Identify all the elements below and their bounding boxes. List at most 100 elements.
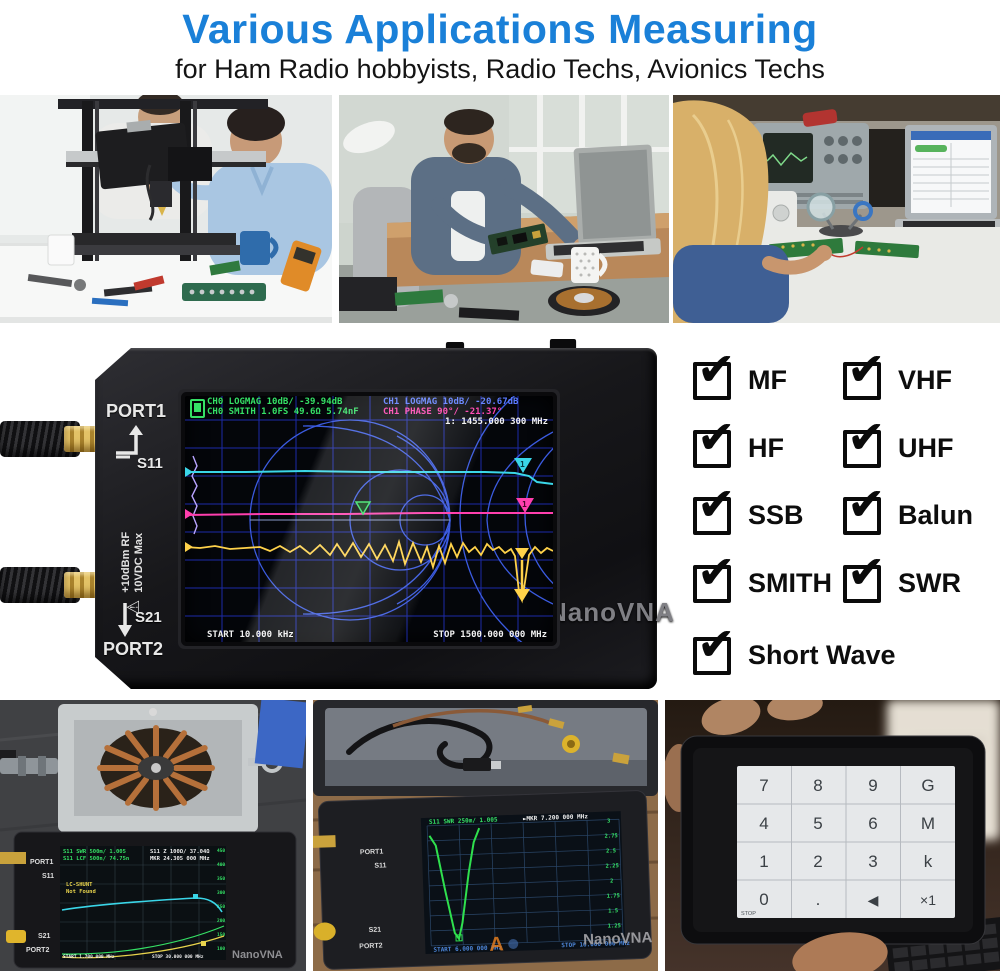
clipboard bbox=[95, 120, 191, 190]
checkbox-icon: ✔ bbox=[843, 414, 886, 468]
toroid-balun bbox=[97, 725, 215, 811]
finger bbox=[767, 700, 823, 721]
check-icon: ✔ bbox=[697, 477, 736, 531]
check-icon: ✔ bbox=[697, 342, 736, 396]
s11-direction-icon bbox=[116, 425, 143, 459]
marker-readout: ►MKR 7.200 000 MHz bbox=[523, 813, 589, 822]
check-icon: ✔ bbox=[697, 545, 736, 599]
printer-lab-illustration bbox=[0, 95, 332, 323]
feature-balun: ✔ Balun bbox=[843, 481, 973, 535]
vna-plot: 1 1 bbox=[185, 396, 553, 642]
svg-text:1.75: 1.75 bbox=[607, 893, 620, 899]
feature-ssb: ✔ SSB bbox=[693, 481, 804, 535]
svg-text:1: 1 bbox=[520, 460, 525, 469]
svg-text:200: 200 bbox=[217, 918, 225, 924]
laptop-software bbox=[895, 125, 1000, 234]
port2-label: PORT2 bbox=[103, 639, 164, 659]
desk-clutter bbox=[0, 231, 332, 323]
orange-watermark: A bbox=[489, 933, 504, 955]
yellow-cap bbox=[313, 922, 336, 941]
s21-label: S21 bbox=[369, 927, 382, 934]
ch0-smith-readout: CH0 SMITH 1.0FS 49.6Ω 5.74nF bbox=[207, 407, 359, 417]
port2-label: PORT2 bbox=[359, 943, 383, 951]
svg-text:250: 250 bbox=[217, 904, 225, 910]
feature-label: SSB bbox=[748, 500, 804, 530]
key-M: M bbox=[921, 814, 935, 833]
key-2: 2 bbox=[813, 852, 822, 871]
key-0: 0 bbox=[759, 890, 768, 909]
note-line2: Not Found bbox=[66, 889, 96, 895]
key-3: 3 bbox=[868, 852, 877, 871]
key-7: 7 bbox=[759, 776, 768, 795]
keypad-screen: 7 8 9 G 4 5 6 M 1 2 3 k 0 . ◀ bbox=[737, 766, 955, 918]
dotted-mug bbox=[571, 247, 608, 283]
feature-vhf: ✔ VHF bbox=[843, 346, 952, 400]
blue-block bbox=[254, 700, 306, 769]
power-switch bbox=[446, 342, 464, 351]
carry-case bbox=[313, 700, 658, 796]
vna-screen: S11 SWR 500m/ 1.005 S11 Z 100Ω/ 37.04Ω S… bbox=[60, 846, 226, 960]
marker-readout: MKR 24.305 000 MHz bbox=[150, 856, 210, 862]
impedance-trace bbox=[61, 897, 223, 913]
adapter-chain bbox=[0, 750, 58, 776]
desk-lamp bbox=[343, 120, 395, 154]
feature-smith: ✔ SMITH bbox=[693, 549, 832, 603]
check-icon: ✔ bbox=[847, 342, 886, 396]
marker-1-phase-icon: 1 bbox=[516, 498, 534, 513]
photo-keypad-hand: 7 8 9 G 4 5 6 M 1 2 3 k 0 . ◀ bbox=[665, 700, 1000, 971]
ch0-logmag-trace bbox=[185, 538, 553, 604]
port2-label: PORT2 bbox=[26, 947, 49, 954]
oscilloscope bbox=[753, 123, 869, 209]
feature-short-wave: ✔ Short Wave bbox=[693, 621, 896, 675]
svg-text:2.75: 2.75 bbox=[604, 833, 617, 839]
nanovna-product-photo: PORT1 S11 ⚠ +10dBm RF 10VDC Max S21 PORT… bbox=[0, 339, 675, 695]
marker-1-ch1-icon: 1 bbox=[514, 458, 532, 473]
swr-axis-labels: 3 2.75 2.5 2.25 2 1.75 1.5 1.25 bbox=[604, 819, 621, 930]
feature-label: Short Wave bbox=[748, 640, 896, 670]
s11-label: S11 bbox=[42, 873, 54, 880]
case-illustration: PORT1 S11 S21 PORT2 S11 SWR 250m/ 1.005 … bbox=[313, 700, 658, 971]
feature-label: SMITH bbox=[748, 568, 832, 598]
checkbox-icon: ✔ bbox=[693, 621, 736, 675]
s11-label: S11 bbox=[137, 455, 163, 472]
nanovna-logo: NanoVNA bbox=[548, 597, 675, 627]
swr-readout: S11 SWR 250m/ 1.005 bbox=[429, 816, 498, 825]
stop-frequency: STOP 30.000 000 MHz bbox=[152, 954, 204, 960]
ch1-logmag-readout: CH1 LOGMAG 10dB/ -20.67dB bbox=[383, 397, 519, 407]
s21-label: S21 bbox=[135, 609, 162, 626]
key-8: 8 bbox=[813, 776, 822, 795]
swr-readout: S11 SWR 500m/ 1.005 bbox=[63, 849, 126, 855]
checkbox-icon: ✔ bbox=[693, 414, 736, 468]
checkbox-icon: ✔ bbox=[843, 549, 886, 603]
photo-3d-printer-lab bbox=[0, 95, 332, 323]
sma-connector bbox=[313, 835, 336, 848]
swr-marker bbox=[455, 934, 463, 942]
photo-avionics-bench bbox=[673, 95, 1000, 323]
vna-screen: S11 SWR 250m/ 1.005 ►MKR 7.200 000 MHz 3… bbox=[420, 811, 630, 956]
port1-label: PORT1 bbox=[106, 401, 167, 421]
start-frequency: START 1.700 000 MHz bbox=[63, 954, 115, 960]
warning-line2: 10VDC Max bbox=[133, 532, 145, 593]
feature-uhf: ✔ UHF bbox=[843, 414, 954, 468]
checkbox-icon: ✔ bbox=[843, 346, 886, 400]
check-icon: ✔ bbox=[847, 477, 886, 531]
key-G: G bbox=[921, 776, 934, 795]
pcb-in-hand bbox=[487, 223, 549, 255]
helping-hands bbox=[806, 192, 873, 237]
nanovna-device: PORT1 S11 S21 PORT2 S11 SWR 250m/ 1.005 … bbox=[313, 790, 653, 970]
feature-label: SWR bbox=[898, 568, 961, 598]
battery-icon bbox=[190, 399, 205, 418]
svg-text:150: 150 bbox=[217, 932, 225, 938]
key-backspace-icon: ◀ bbox=[868, 892, 879, 908]
checkbox-icon: ✔ bbox=[843, 481, 886, 535]
feature-label: VHF bbox=[898, 365, 952, 395]
svg-text:1: 1 bbox=[522, 500, 527, 509]
start-frequency: START 10.000 kHz bbox=[207, 630, 294, 640]
nanovna-logo: NanoVNA bbox=[583, 929, 653, 948]
ch0-logmag-readout: CH0 LOGMAG 10dB/ -39.94dB bbox=[207, 397, 343, 407]
balun-illustration: PORT1 S11 S21 PORT2 S11 SWR 500m/ 1.005 … bbox=[0, 700, 306, 971]
project-box bbox=[58, 700, 306, 832]
key-5: 5 bbox=[813, 814, 822, 833]
nanovna-logo: NanoVNA bbox=[232, 949, 283, 961]
